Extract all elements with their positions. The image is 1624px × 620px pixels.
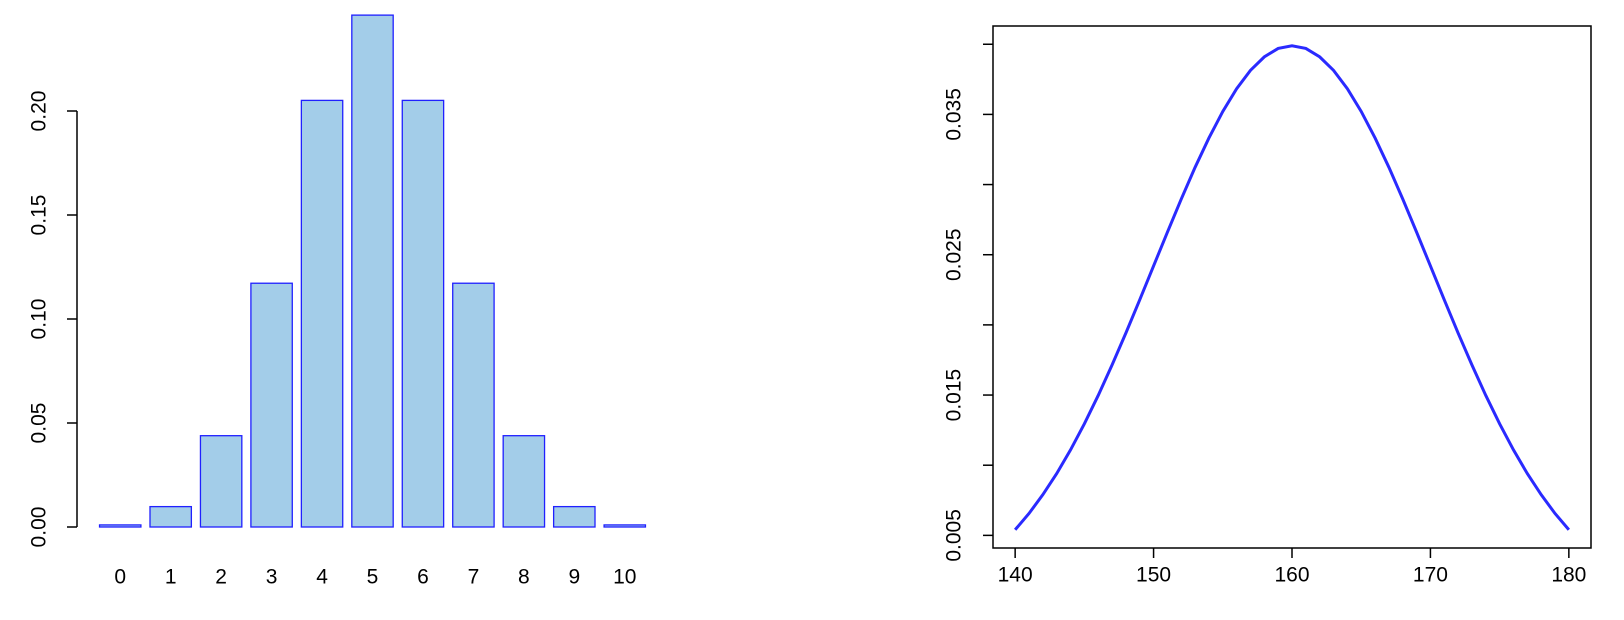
y-tick-label: 0.00 bbox=[28, 507, 51, 548]
bar bbox=[401, 99, 445, 528]
x-tick-label: 5 bbox=[367, 566, 379, 589]
x-tick-label: 0 bbox=[114, 566, 126, 589]
x-tick-label: 8 bbox=[518, 566, 530, 589]
x-tick-label: 3 bbox=[266, 566, 278, 589]
bar bbox=[98, 524, 142, 528]
y-tick-label: 0.05 bbox=[28, 403, 51, 444]
x-tick-label: 6 bbox=[417, 566, 429, 589]
x-tick-label: 140 bbox=[998, 564, 1033, 587]
x-tick-label: 2 bbox=[215, 566, 227, 589]
x-tick-label: 1 bbox=[165, 566, 177, 589]
bar bbox=[552, 505, 596, 528]
bar bbox=[300, 99, 344, 528]
plot-frame bbox=[992, 25, 1592, 549]
density-line bbox=[1014, 44, 1570, 531]
y-tick-label: 0.20 bbox=[28, 91, 51, 132]
x-tick-label: 9 bbox=[568, 566, 580, 589]
y-tick-label: 0.035 bbox=[943, 88, 966, 141]
y-tick-label: 0.025 bbox=[943, 228, 966, 281]
y-tick-label: 0.10 bbox=[28, 299, 51, 340]
y-tick-label: 0.015 bbox=[943, 369, 966, 422]
x-tick-label: 7 bbox=[468, 566, 480, 589]
bar bbox=[452, 282, 495, 528]
bar bbox=[351, 14, 394, 528]
y-tick-label: 0.15 bbox=[28, 195, 51, 236]
bar bbox=[502, 435, 546, 528]
x-tick-label: 10 bbox=[613, 566, 636, 589]
x-tick-label: 170 bbox=[1413, 564, 1448, 587]
x-tick-label: 150 bbox=[1136, 564, 1171, 587]
bar bbox=[199, 435, 243, 528]
x-tick-label: 160 bbox=[1274, 564, 1309, 587]
bar bbox=[250, 282, 293, 528]
x-tick-label: 180 bbox=[1551, 564, 1586, 587]
bar bbox=[149, 505, 193, 528]
bar bbox=[603, 524, 647, 528]
y-tick-label: 0.005 bbox=[943, 509, 966, 562]
x-tick-label: 4 bbox=[316, 566, 328, 589]
